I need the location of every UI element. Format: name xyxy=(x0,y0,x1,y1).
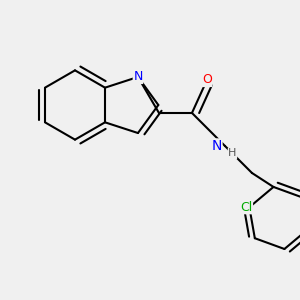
Text: H: H xyxy=(228,148,237,158)
Text: N: N xyxy=(133,70,142,83)
Text: N: N xyxy=(212,139,222,153)
Text: O: O xyxy=(202,74,212,86)
Text: Cl: Cl xyxy=(240,201,253,214)
